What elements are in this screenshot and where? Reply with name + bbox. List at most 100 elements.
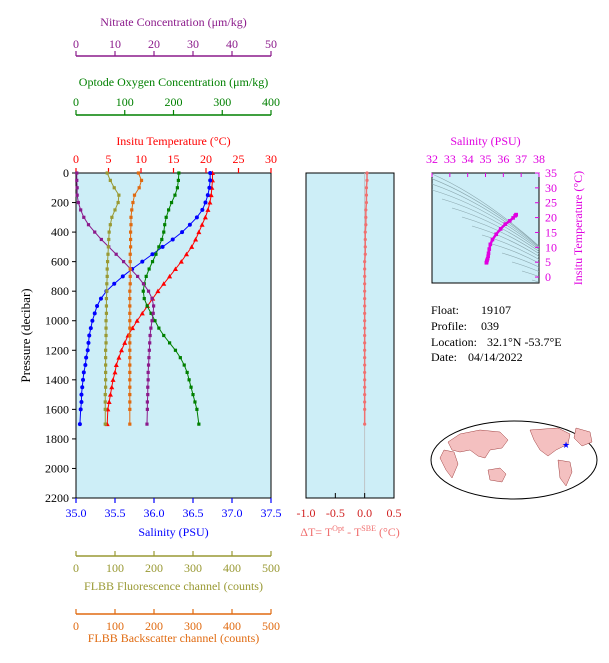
fluorescence-tick-label: 200 [145,561,163,575]
fluorescence-point [104,385,108,389]
nitrate-point [114,252,118,256]
dt-axis-label-part: - T [344,525,362,539]
fluorescence-point [104,296,109,301]
salinity-point [208,178,213,183]
oxygen-point [157,245,161,249]
ts-point [486,251,491,256]
ts-x-tick-label: 33 [444,152,456,166]
fluorescence-series-line [104,172,120,425]
dt-point [363,400,367,404]
dt-point [363,245,367,249]
ts-y-tick-label: 35 [545,166,557,180]
salinity-point [95,303,100,308]
dt-point [365,171,369,175]
nitrate-series-line [76,173,155,425]
salinity-point [92,311,97,316]
backscatter-point [128,356,132,360]
salinity-point [79,399,84,404]
nitrate-tick-label: 40 [226,37,238,51]
dt-point [363,296,367,301]
backscatter-axis-label: FLBB Backscatter channel (counts) [88,631,260,645]
ts-density-contour [461,216,539,255]
nitrate-point [149,326,153,330]
float-label: Float: [431,303,460,317]
oxygen-point [153,319,157,323]
backscatter-point [128,319,132,323]
dt-point [363,289,367,293]
fluorescence-point [104,356,108,360]
ts-x-tick-label: 38 [533,152,545,166]
salinity-tick-label: 37.0 [222,506,243,520]
backscatter-point [128,341,132,345]
dt-point [363,378,367,382]
nitrate-point [99,237,103,242]
dt-point [364,200,369,205]
fluorescence-point [113,208,117,212]
map-landmass-greenland-europe [573,427,593,447]
nitrate-point [86,223,91,227]
temperature-point [199,222,205,227]
oxygen-tick-label: 0 [73,95,79,109]
backscatter-point [128,370,132,375]
fluorescence-point [103,422,107,426]
temperature-point [178,259,184,264]
fluorescence-point [107,237,111,242]
salinity-point [83,363,88,368]
map-landmass-australia [487,467,507,483]
ts-y-tick-label: 15 [545,225,557,239]
fluorescence-tick-label: 400 [223,561,241,575]
ts-density-contour [451,207,539,252]
ts-density-contour [521,270,539,277]
oxygen-point [145,304,149,308]
fluorescence-point [104,341,108,345]
dt-point [363,407,367,411]
ts-density-contour [501,252,539,268]
nitrate-point [75,186,79,190]
fluorescence-point [104,363,108,367]
ts-point [503,222,508,226]
oxygen-point [163,223,167,227]
nitrate-point [148,333,152,338]
temperature-point [106,399,112,404]
oxygen-point [154,252,158,256]
profile-value: 039 [481,319,499,333]
salinity-point [140,259,145,264]
map-landmass-asia [447,429,509,459]
backscatter-point [128,400,132,404]
ts-y-tick-label: 5 [545,255,551,269]
oxygen-point [164,215,168,219]
salinity-tick-label: 37.5 [261,506,282,520]
dt-point [365,178,369,182]
nitrate-point [150,296,154,301]
backscatter-point [128,282,132,286]
salinity-point [90,318,95,323]
oxygen-point [162,230,166,234]
dt-point [363,274,367,279]
oxygen-tick-label: 300 [213,95,231,109]
nitrate-point [93,230,97,234]
dt-point [363,282,367,286]
backscatter-point [128,333,132,338]
fluorescence-point [104,370,108,375]
salinity-point [79,392,84,397]
pressure-tick-label: 1200 [45,343,69,357]
salinity-point [98,296,103,301]
fluorescence-point [104,319,108,323]
temperature-point [155,288,161,294]
fluorescence-point [108,223,112,227]
salinity-point [205,193,210,198]
temperature-point [134,318,140,323]
fluorescence-point [107,230,111,234]
ts-y-tick-label: 10 [545,240,557,254]
backscatter-point [128,407,132,411]
pressure-tick-label: 200 [51,196,69,210]
map-landmass-north-america [529,427,571,457]
oxygen-point [144,274,148,279]
backscatter-point [128,385,132,389]
nitrate-point [82,215,86,219]
fluorescence-point [108,178,112,182]
backscatter-tick-label: 0 [73,619,79,633]
oxygen-series-line [142,172,200,425]
dt-point [363,304,367,308]
dt-point [363,252,367,256]
